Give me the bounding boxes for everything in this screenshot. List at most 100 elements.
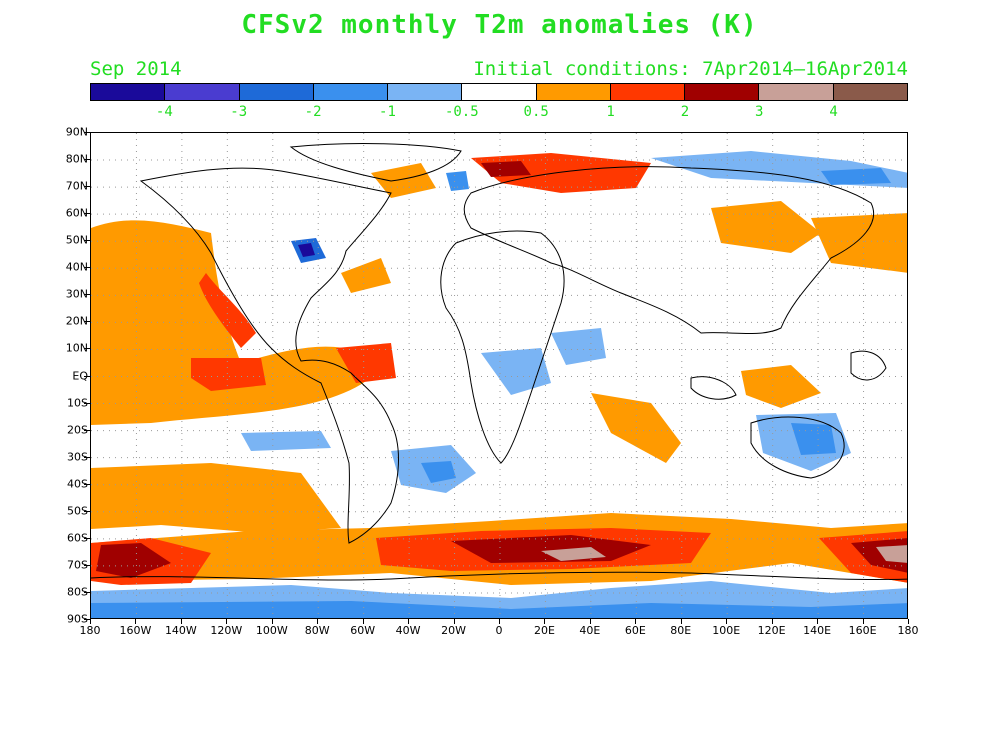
latitude-tick (84, 375, 90, 377)
longitude-label: 20W (441, 624, 466, 637)
latitude-tick (84, 240, 90, 242)
latitude-tick (84, 132, 90, 133)
color-scale-label: -0.5 (444, 104, 479, 120)
latitude-label: 60N (65, 206, 88, 220)
longitude-tick (408, 619, 410, 624)
longitude-label: 140E (803, 624, 832, 637)
longitude-label: 180 (897, 624, 919, 637)
color-scale-swatch (536, 84, 611, 100)
latitude-tick (84, 564, 90, 566)
latitude-label: 10N (65, 341, 88, 355)
latitude-tick (84, 159, 90, 161)
longitude-tick (862, 619, 864, 624)
color-scale-swatch (685, 84, 760, 100)
longitude-tick (817, 619, 819, 624)
color-scale-swatch (313, 84, 389, 100)
color-scale-label: 4 (829, 104, 838, 120)
longitude-label: 140W (164, 624, 197, 637)
valid-month: Sep 2014 (90, 58, 182, 80)
longitude-tick (544, 619, 546, 624)
latitude-label: 20N (65, 314, 88, 328)
color-scale-label: 1 (606, 104, 615, 120)
color-scale-label: 3 (755, 104, 764, 120)
longitude-tick (771, 619, 773, 624)
longitude-label: 40W (395, 624, 421, 637)
latitude-tick (84, 510, 90, 512)
latitude-tick (84, 186, 90, 188)
longitude-tick (362, 619, 364, 624)
color-scale-swatch (462, 84, 537, 100)
latitude-label: EQ (72, 369, 88, 382)
latitude-label: 90S (67, 612, 88, 626)
color-scale-swatch (165, 84, 240, 100)
longitude-tick (317, 619, 319, 624)
anomaly-map (90, 132, 908, 619)
color-scale-label: 0.5 (523, 104, 549, 120)
longitude-label: 180 (79, 624, 101, 637)
longitude-label: 80E (670, 624, 692, 637)
longitude-label: 100E (712, 624, 741, 637)
latitude-tick (84, 619, 90, 620)
color-scale-swatch (759, 84, 834, 100)
longitude-tick (226, 619, 228, 624)
latitude-tick (84, 483, 90, 485)
longitude-label: 100W (255, 624, 288, 637)
longitude-label: 60W (350, 624, 376, 637)
latitude-tick (84, 456, 90, 458)
coastlines (91, 143, 907, 581)
latitude-tick (84, 294, 90, 296)
color-scale-label: 2 (680, 104, 690, 120)
longitude-tick (589, 619, 591, 624)
longitude-tick (180, 619, 182, 624)
color-scale-bar (90, 83, 908, 101)
longitude-label: 120W (210, 624, 243, 637)
color-scale-swatch (833, 84, 907, 100)
longitude-tick (908, 619, 909, 624)
longitude-label: 160W (119, 624, 152, 637)
latitude-tick (84, 537, 90, 539)
latitude-label: 50S (67, 504, 88, 518)
longitude-label: 40E (579, 624, 601, 637)
latitude-tick (84, 267, 90, 269)
latitude-label: 80N (65, 152, 88, 166)
latitude-tick (84, 429, 90, 431)
longitude-tick (635, 619, 637, 624)
longitude-label: 20E (533, 624, 555, 637)
color-scale-swatch (91, 84, 166, 100)
init-conditions: Initial conditions: 7Apr2014–16Apr2014 (473, 58, 908, 80)
longitude-tick (271, 619, 273, 624)
latitude-label: 30S (67, 450, 88, 464)
longitude-tick (135, 619, 137, 624)
latitude-tick (84, 591, 90, 593)
longitude-label: 160E (848, 624, 877, 637)
longitude-tick (499, 619, 500, 624)
latitude-label: 80S (67, 585, 88, 599)
latitude-tick (84, 321, 90, 323)
latitude-label: 90N (65, 125, 88, 139)
color-scale-swatch (388, 84, 463, 100)
latitude-label: 20S (67, 423, 88, 437)
latitude-label: 10S (67, 396, 88, 410)
longitude-label: 80W (304, 624, 330, 637)
longitude-label: 0 (495, 624, 503, 637)
latitude-tick (84, 213, 90, 215)
color-scale-swatch (610, 84, 686, 100)
color-scale-label: -1 (379, 104, 396, 120)
warm-anomaly-fields (91, 153, 907, 585)
latitude-label: 70N (65, 179, 88, 193)
longitude-tick (680, 619, 682, 624)
latitude-tick (84, 402, 90, 404)
color-scale-label: -4 (155, 104, 173, 120)
color-scale-label: -2 (304, 104, 322, 120)
map-canvas (91, 133, 907, 618)
lat-lon-grid (91, 133, 907, 618)
map-title: CFSv2 monthly T2m anomalies (K) (241, 10, 758, 40)
latitude-label: 70S (67, 558, 88, 572)
longitude-label: 60E (624, 624, 646, 637)
color-scale-swatch (239, 84, 314, 100)
latitude-label: 50N (65, 233, 88, 247)
latitude-label: 60S (67, 531, 88, 545)
longitude-tick (453, 619, 455, 624)
latitude-label: 30N (65, 287, 88, 301)
longitude-tick (90, 619, 91, 624)
